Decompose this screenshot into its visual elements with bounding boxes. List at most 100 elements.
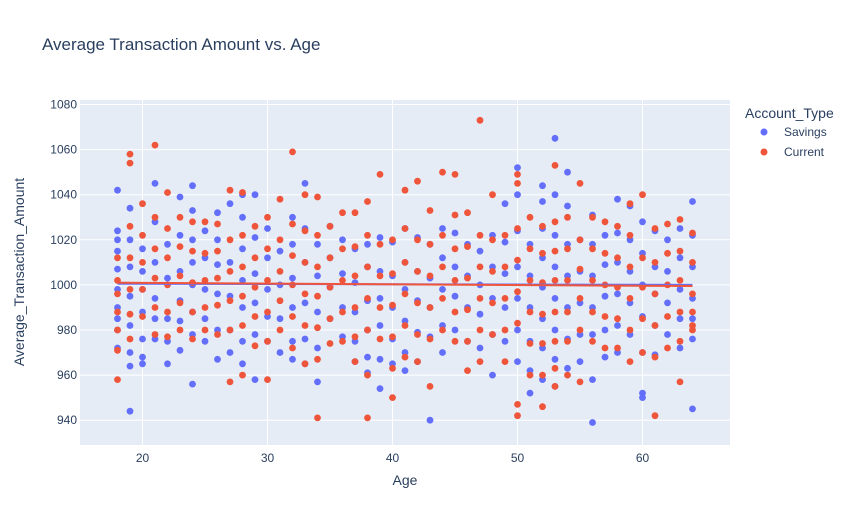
current-point-152[interactable] <box>439 263 446 271</box>
savings-point-25[interactable] <box>151 180 159 187</box>
current-point-197[interactable] <box>539 222 546 230</box>
current-point-224[interactable] <box>589 213 596 221</box>
current-point-101[interactable] <box>326 315 334 323</box>
current-point-264[interactable] <box>676 308 684 316</box>
current-point-213[interactable] <box>564 245 571 253</box>
current-point-3[interactable] <box>114 308 121 316</box>
savings-point-17[interactable] <box>126 407 134 415</box>
savings-point-93[interactable] <box>289 355 296 363</box>
current-point-2[interactable] <box>114 290 121 298</box>
savings-point-42[interactable] <box>189 182 196 190</box>
savings-point-2[interactable] <box>114 236 121 244</box>
current-point-68[interactable] <box>264 213 271 221</box>
current-point-193[interactable] <box>526 277 534 284</box>
current-point-125[interactable] <box>376 335 384 343</box>
savings-point-101[interactable] <box>314 272 321 280</box>
current-point-120[interactable] <box>364 414 371 422</box>
savings-point-3[interactable] <box>114 247 121 255</box>
current-point-237[interactable] <box>614 315 621 323</box>
current-point-65[interactable] <box>251 283 259 291</box>
savings-point-94[interactable] <box>301 180 309 187</box>
current-point-131[interactable] <box>389 394 396 401</box>
savings-point-55[interactable] <box>214 209 221 217</box>
savings-point-1[interactable] <box>114 227 121 235</box>
current-point-227[interactable] <box>589 308 596 316</box>
savings-point-28[interactable] <box>151 295 159 302</box>
savings-point-263[interactable] <box>689 198 696 205</box>
savings-point-199[interactable] <box>551 134 559 142</box>
savings-point-12[interactable] <box>126 263 134 271</box>
current-point-34[interactable] <box>176 299 184 307</box>
savings-point-207[interactable] <box>564 168 571 176</box>
savings-point-88[interactable] <box>289 213 296 221</box>
current-point-115[interactable] <box>364 231 371 239</box>
current-point-189[interactable] <box>514 401 521 408</box>
savings-point-231[interactable] <box>614 195 621 203</box>
savings-point-98[interactable] <box>301 335 309 343</box>
current-point-59[interactable] <box>239 263 246 271</box>
savings-point-242[interactable] <box>639 218 646 226</box>
current-point-226[interactable] <box>589 277 596 284</box>
current-point-69[interactable] <box>264 245 271 253</box>
savings-point-200[interactable] <box>551 191 559 199</box>
savings-point-41[interactable] <box>176 346 184 354</box>
current-point-74[interactable] <box>276 195 284 203</box>
savings-point-126[interactable] <box>376 295 384 302</box>
current-point-48[interactable] <box>214 274 221 282</box>
savings-point-164[interactable] <box>476 247 484 255</box>
savings-point-118[interactable] <box>364 240 371 248</box>
current-point-178[interactable] <box>501 231 509 239</box>
current-point-43[interactable] <box>201 277 209 284</box>
savings-point-257[interactable] <box>664 331 671 338</box>
current-point-46[interactable] <box>214 220 221 228</box>
current-point-21[interactable] <box>151 245 159 253</box>
savings-point-37[interactable] <box>176 231 184 239</box>
current-point-149[interactable] <box>426 383 434 390</box>
current-point-137[interactable] <box>401 353 409 361</box>
current-point-250[interactable] <box>651 225 659 232</box>
savings-point-54[interactable] <box>201 337 209 345</box>
savings-point-267[interactable] <box>689 315 696 323</box>
current-point-124[interactable] <box>376 304 384 311</box>
current-point-105[interactable] <box>339 277 346 284</box>
current-point-194[interactable] <box>526 308 534 316</box>
current-point-63[interactable] <box>251 222 259 230</box>
current-point-257[interactable] <box>664 249 671 257</box>
savings-point-23[interactable] <box>139 353 146 361</box>
current-point-142[interactable] <box>414 331 421 338</box>
current-point-171[interactable] <box>476 326 484 334</box>
current-point-210[interactable] <box>551 364 559 372</box>
current-point-263[interactable] <box>676 277 684 284</box>
savings-point-155[interactable] <box>439 349 446 356</box>
current-point-7[interactable] <box>126 150 134 158</box>
current-point-164[interactable] <box>464 306 471 314</box>
savings-point-72[interactable] <box>239 360 246 368</box>
current-point-201[interactable] <box>539 340 546 347</box>
savings-point-224[interactable] <box>589 376 596 383</box>
current-point-160[interactable] <box>451 337 459 345</box>
current-point-66[interactable] <box>251 313 259 320</box>
savings-point-13[interactable] <box>126 292 134 300</box>
savings-point-67[interactable] <box>239 213 246 221</box>
current-point-102[interactable] <box>326 340 334 347</box>
current-point-211[interactable] <box>551 383 559 390</box>
savings-point-269[interactable] <box>689 405 696 413</box>
current-point-114[interactable] <box>364 198 371 205</box>
current-point-234[interactable] <box>614 222 621 230</box>
savings-point-16[interactable] <box>126 362 134 370</box>
savings-point-97[interactable] <box>301 299 309 307</box>
savings-point-75[interactable] <box>251 270 259 277</box>
savings-point-218[interactable] <box>576 358 584 365</box>
savings-point-87[interactable] <box>276 349 284 356</box>
current-point-161[interactable] <box>464 209 471 217</box>
current-point-195[interactable] <box>526 340 534 347</box>
savings-point-31[interactable] <box>164 240 171 248</box>
current-point-67[interactable] <box>251 342 259 350</box>
current-point-127[interactable] <box>389 270 396 277</box>
savings-point-77[interactable] <box>251 331 259 338</box>
current-point-27[interactable] <box>164 254 171 262</box>
current-point-212[interactable] <box>564 213 571 221</box>
savings-point-19[interactable] <box>139 268 146 275</box>
current-point-243[interactable] <box>626 326 634 334</box>
savings-point-182[interactable] <box>514 295 521 302</box>
